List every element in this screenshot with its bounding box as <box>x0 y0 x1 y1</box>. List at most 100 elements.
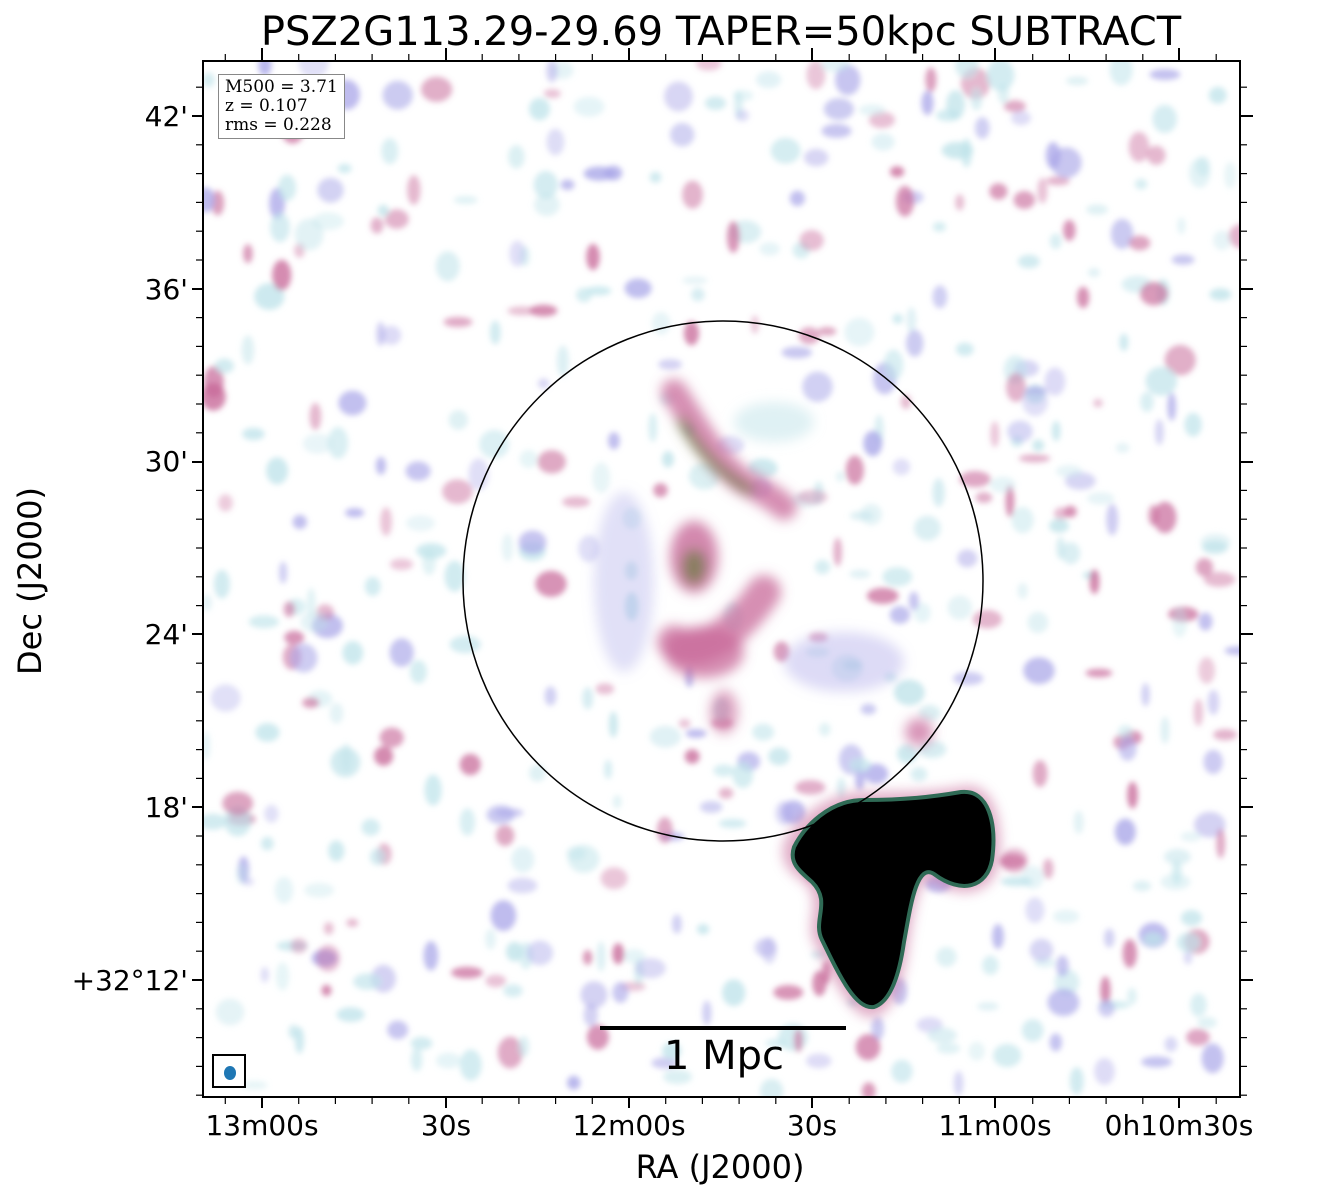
noise-blob <box>806 62 826 90</box>
noise-blob <box>586 1024 609 1050</box>
noise-blob <box>696 923 710 935</box>
noise-blob <box>1063 219 1076 241</box>
noise-blob <box>837 777 846 799</box>
noise-blob <box>1106 503 1119 536</box>
noise-blob <box>1195 558 1214 577</box>
noise-blob <box>389 638 414 667</box>
noise-blob <box>204 813 227 830</box>
noise-blob <box>497 1036 523 1069</box>
noise-blob <box>1018 454 1051 463</box>
noise-blob <box>947 595 973 620</box>
noise-blob <box>882 567 913 587</box>
noise-blob <box>279 561 288 584</box>
noise-blob <box>387 1020 409 1040</box>
noise-blob <box>338 390 367 416</box>
noise-blob <box>364 576 381 597</box>
noise-blob <box>342 641 364 665</box>
noise-blob <box>685 729 707 738</box>
noise-blob <box>490 900 517 931</box>
noise-blob <box>952 671 984 686</box>
noise-blob <box>529 97 550 121</box>
noise-blob <box>890 166 905 178</box>
radio-emission-map <box>204 62 1239 1096</box>
noise-blob <box>1145 366 1178 396</box>
noise-blob <box>663 1069 693 1085</box>
noise-blob <box>1198 612 1213 631</box>
noise-blob <box>959 471 991 488</box>
noise-blob <box>537 450 566 474</box>
noise-blob <box>583 1003 598 1027</box>
noise-blob <box>682 276 708 285</box>
noise-blob <box>1086 492 1115 505</box>
noise-blob <box>1213 230 1231 251</box>
noise-blob <box>656 817 673 844</box>
noise-blob <box>1155 419 1164 446</box>
noise-blob <box>289 643 318 673</box>
noise-blob <box>936 1042 961 1054</box>
noise-blob <box>906 329 924 357</box>
noise-blob <box>1006 372 1026 402</box>
noise-blob <box>423 941 439 971</box>
noise-blob <box>953 1070 964 1096</box>
noise-blob <box>573 96 605 117</box>
noise-blob <box>1094 1057 1115 1085</box>
noise-blob <box>1197 1017 1217 1029</box>
noise-blob <box>732 761 754 789</box>
noise-blob <box>1044 367 1066 396</box>
noise-blob <box>486 805 515 825</box>
noise-blob <box>255 723 280 742</box>
noise-blob <box>936 109 960 122</box>
noise-blob <box>1177 217 1186 235</box>
noise-blob <box>773 985 804 1000</box>
noise-blob <box>936 946 957 967</box>
noise-blob <box>275 962 290 991</box>
noise-blob <box>468 458 489 491</box>
noise-blob <box>485 974 507 988</box>
noise-blob <box>595 683 615 695</box>
noise-blob <box>913 602 931 623</box>
noise-blob <box>1007 420 1033 443</box>
noise-blob <box>1011 110 1031 126</box>
noise-blob <box>868 111 896 129</box>
noise-blob <box>323 922 334 935</box>
noise-blob <box>376 321 385 346</box>
noise-blob <box>833 537 842 567</box>
noise-blob <box>883 349 904 381</box>
noise-blob <box>242 1080 268 1090</box>
noise-blob <box>580 981 608 1009</box>
noise-blob <box>316 944 341 972</box>
noise-blob <box>507 877 538 894</box>
noise-blob <box>596 941 606 972</box>
noise-blob <box>608 711 618 738</box>
noise-blob <box>893 679 925 706</box>
noise-blob <box>823 98 855 121</box>
noise-blob <box>1127 781 1138 809</box>
noise-blob <box>592 462 611 493</box>
x-tick-label: 30s <box>420 1109 472 1142</box>
noise-blob <box>817 326 837 336</box>
noise-blob <box>533 170 558 199</box>
noise-blob <box>1098 999 1115 1017</box>
noise-blob <box>511 846 535 873</box>
noise-blob <box>1089 569 1100 595</box>
background-noise-blobs <box>204 62 1239 1096</box>
x-tick-label: 12m00s <box>572 1109 686 1142</box>
noise-blob <box>210 684 241 712</box>
noise-blob <box>1076 286 1090 309</box>
noise-blob <box>1160 716 1170 744</box>
noise-blob <box>518 530 547 555</box>
noise-blob <box>583 166 615 181</box>
noise-blob <box>1069 1067 1084 1095</box>
noise-blob <box>1114 818 1136 846</box>
noise-blob <box>1200 533 1231 551</box>
y-tick-label: 42' <box>144 100 188 133</box>
noise-blob <box>1100 976 1111 1005</box>
noise-blob <box>519 449 538 469</box>
noise-blob <box>1224 161 1237 189</box>
noise-blob <box>290 938 308 954</box>
x-tick-label: 11m00s <box>938 1109 1052 1142</box>
noise-blob <box>955 62 979 79</box>
noise-blob <box>1146 145 1166 165</box>
noise-blob <box>768 747 790 766</box>
y-tick-label: 18' <box>144 791 188 824</box>
